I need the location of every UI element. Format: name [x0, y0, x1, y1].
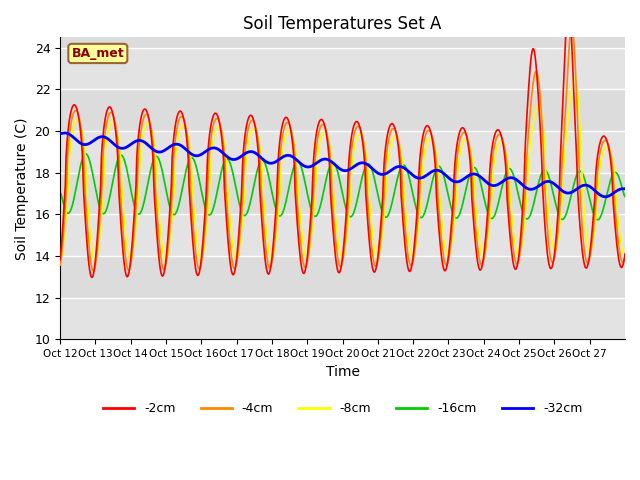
-16cm: [433, 164, 441, 170]
-8cm: [570, 74, 578, 80]
-2cm: [433, 204, 441, 210]
-4cm: [227, 250, 235, 256]
-32cm: [402, 166, 410, 172]
Line: -16cm: -16cm: [60, 154, 625, 220]
Legend: -2cm, -4cm, -8cm, -16cm, -32cm: -2cm, -4cm, -8cm, -16cm, -32cm: [98, 397, 588, 420]
-16cm: [227, 163, 235, 169]
-16cm: [276, 213, 284, 219]
-32cm: [56, 131, 64, 136]
-4cm: [402, 230, 410, 236]
-8cm: [123, 240, 131, 246]
Bar: [60, 298, 625, 339]
-32cm: [124, 144, 131, 150]
-4cm: [276, 149, 284, 155]
-8cm: [255, 135, 262, 141]
-32cm: [621, 186, 629, 192]
-8cm: [621, 252, 629, 257]
Line: -4cm: -4cm: [60, 27, 625, 271]
-16cm: [124, 168, 131, 174]
-32cm: [276, 156, 284, 161]
-16cm: [255, 162, 263, 168]
Line: -8cm: -8cm: [60, 77, 625, 261]
-32cm: [255, 153, 263, 159]
-4cm: [255, 145, 263, 151]
Bar: [60, 215, 625, 256]
Line: -2cm: -2cm: [60, 27, 625, 277]
Bar: [60, 131, 625, 173]
-2cm: [402, 248, 410, 254]
-16cm: [621, 194, 629, 200]
-8cm: [401, 199, 409, 204]
-8cm: [227, 219, 234, 225]
-4cm: [124, 264, 131, 270]
-16cm: [594, 217, 602, 223]
Text: BA_met: BA_met: [72, 47, 124, 60]
-8cm: [433, 152, 440, 158]
-16cm: [82, 151, 90, 157]
-2cm: [124, 274, 131, 280]
-2cm: [56, 257, 64, 263]
-32cm: [433, 168, 441, 173]
-2cm: [276, 134, 284, 140]
X-axis label: Time: Time: [326, 365, 360, 379]
Y-axis label: Soil Temperature (C): Soil Temperature (C): [15, 117, 29, 260]
-32cm: [601, 194, 609, 200]
-32cm: [61, 130, 68, 136]
-2cm: [621, 251, 629, 257]
-2cm: [88, 275, 95, 280]
-4cm: [568, 24, 575, 30]
-16cm: [56, 190, 64, 195]
-4cm: [621, 255, 629, 261]
Title: Soil Temperatures Set A: Soil Temperatures Set A: [243, 15, 442, 33]
-16cm: [402, 164, 410, 169]
-32cm: [227, 156, 235, 162]
-4cm: [433, 174, 441, 180]
-8cm: [56, 258, 64, 264]
-4cm: [56, 262, 64, 268]
-2cm: [563, 24, 570, 30]
-2cm: [227, 266, 235, 272]
-2cm: [255, 161, 263, 167]
-8cm: [276, 195, 284, 201]
Line: -32cm: -32cm: [60, 133, 625, 197]
Bar: [60, 48, 625, 89]
-4cm: [90, 268, 97, 274]
